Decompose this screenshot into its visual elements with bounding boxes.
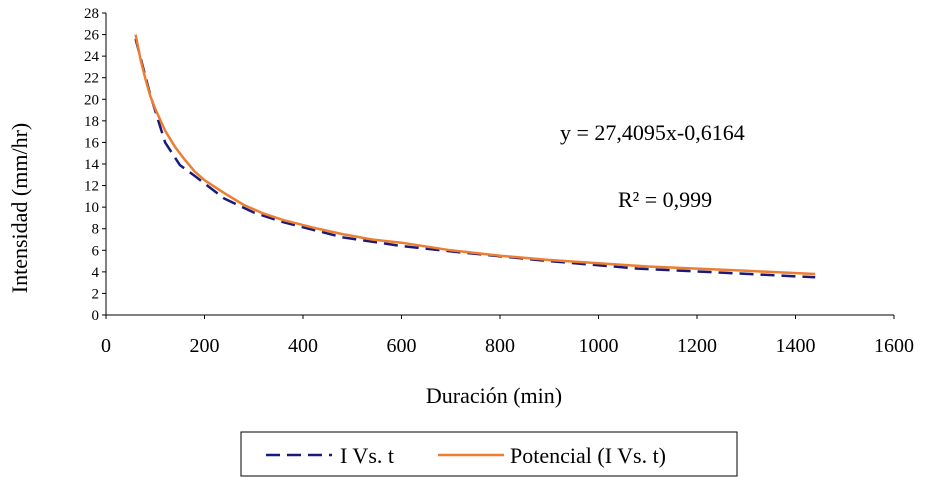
- legend-label-series-1: I Vs. t: [340, 443, 394, 468]
- x-tick-label: 800: [485, 335, 515, 357]
- x-axis-label: Duración (min): [426, 383, 562, 408]
- x-tick-label: 200: [190, 335, 220, 357]
- y-axis-label: Intensidad (mm/hr): [7, 123, 32, 293]
- x-tick-label: 600: [387, 335, 417, 357]
- annotation-equation: y = 27,4095x-0,6164: [560, 120, 745, 145]
- x-tick-label: 1000: [579, 335, 619, 357]
- y-tick-label: 18: [84, 114, 99, 130]
- y-tick-label: 14: [84, 157, 100, 173]
- x-ticks: 0 200 400 600 800 1000 1200 1400 1600: [101, 315, 914, 357]
- y-tick-label: 2: [92, 286, 100, 302]
- annotation-r-squared: R² = 0,999: [618, 187, 712, 212]
- x-tick-label: 400: [288, 335, 318, 357]
- y-tick-label: 16: [84, 135, 100, 151]
- x-tick-label: 1400: [776, 335, 816, 357]
- y-tick-label: 28: [84, 6, 99, 22]
- y-tick-label: 22: [84, 71, 99, 87]
- y-tick-label: 6: [92, 243, 100, 259]
- y-tick-label: 4: [92, 265, 100, 281]
- y-tick-label: 0: [92, 308, 100, 324]
- y-tick-label: 20: [84, 92, 99, 108]
- y-tick-label: 8: [92, 222, 100, 238]
- y-tick-label: 24: [84, 49, 100, 65]
- series-line-2: [134, 34, 816, 276]
- y-tick-label: 26: [84, 28, 100, 44]
- x-tick-label: 1200: [677, 335, 717, 357]
- legend: I Vs. t Potencial (I Vs. t): [240, 431, 738, 477]
- x-tick-label: 0: [101, 335, 111, 357]
- y-tick-label: 10: [84, 200, 99, 216]
- series-layer: [134, 34, 816, 279]
- series-line-1: [134, 38, 816, 279]
- y-tick-label: 12: [84, 179, 99, 195]
- legend-label-series-2: Potencial (I Vs. t): [510, 443, 666, 468]
- x-tick-label: 1600: [874, 335, 914, 357]
